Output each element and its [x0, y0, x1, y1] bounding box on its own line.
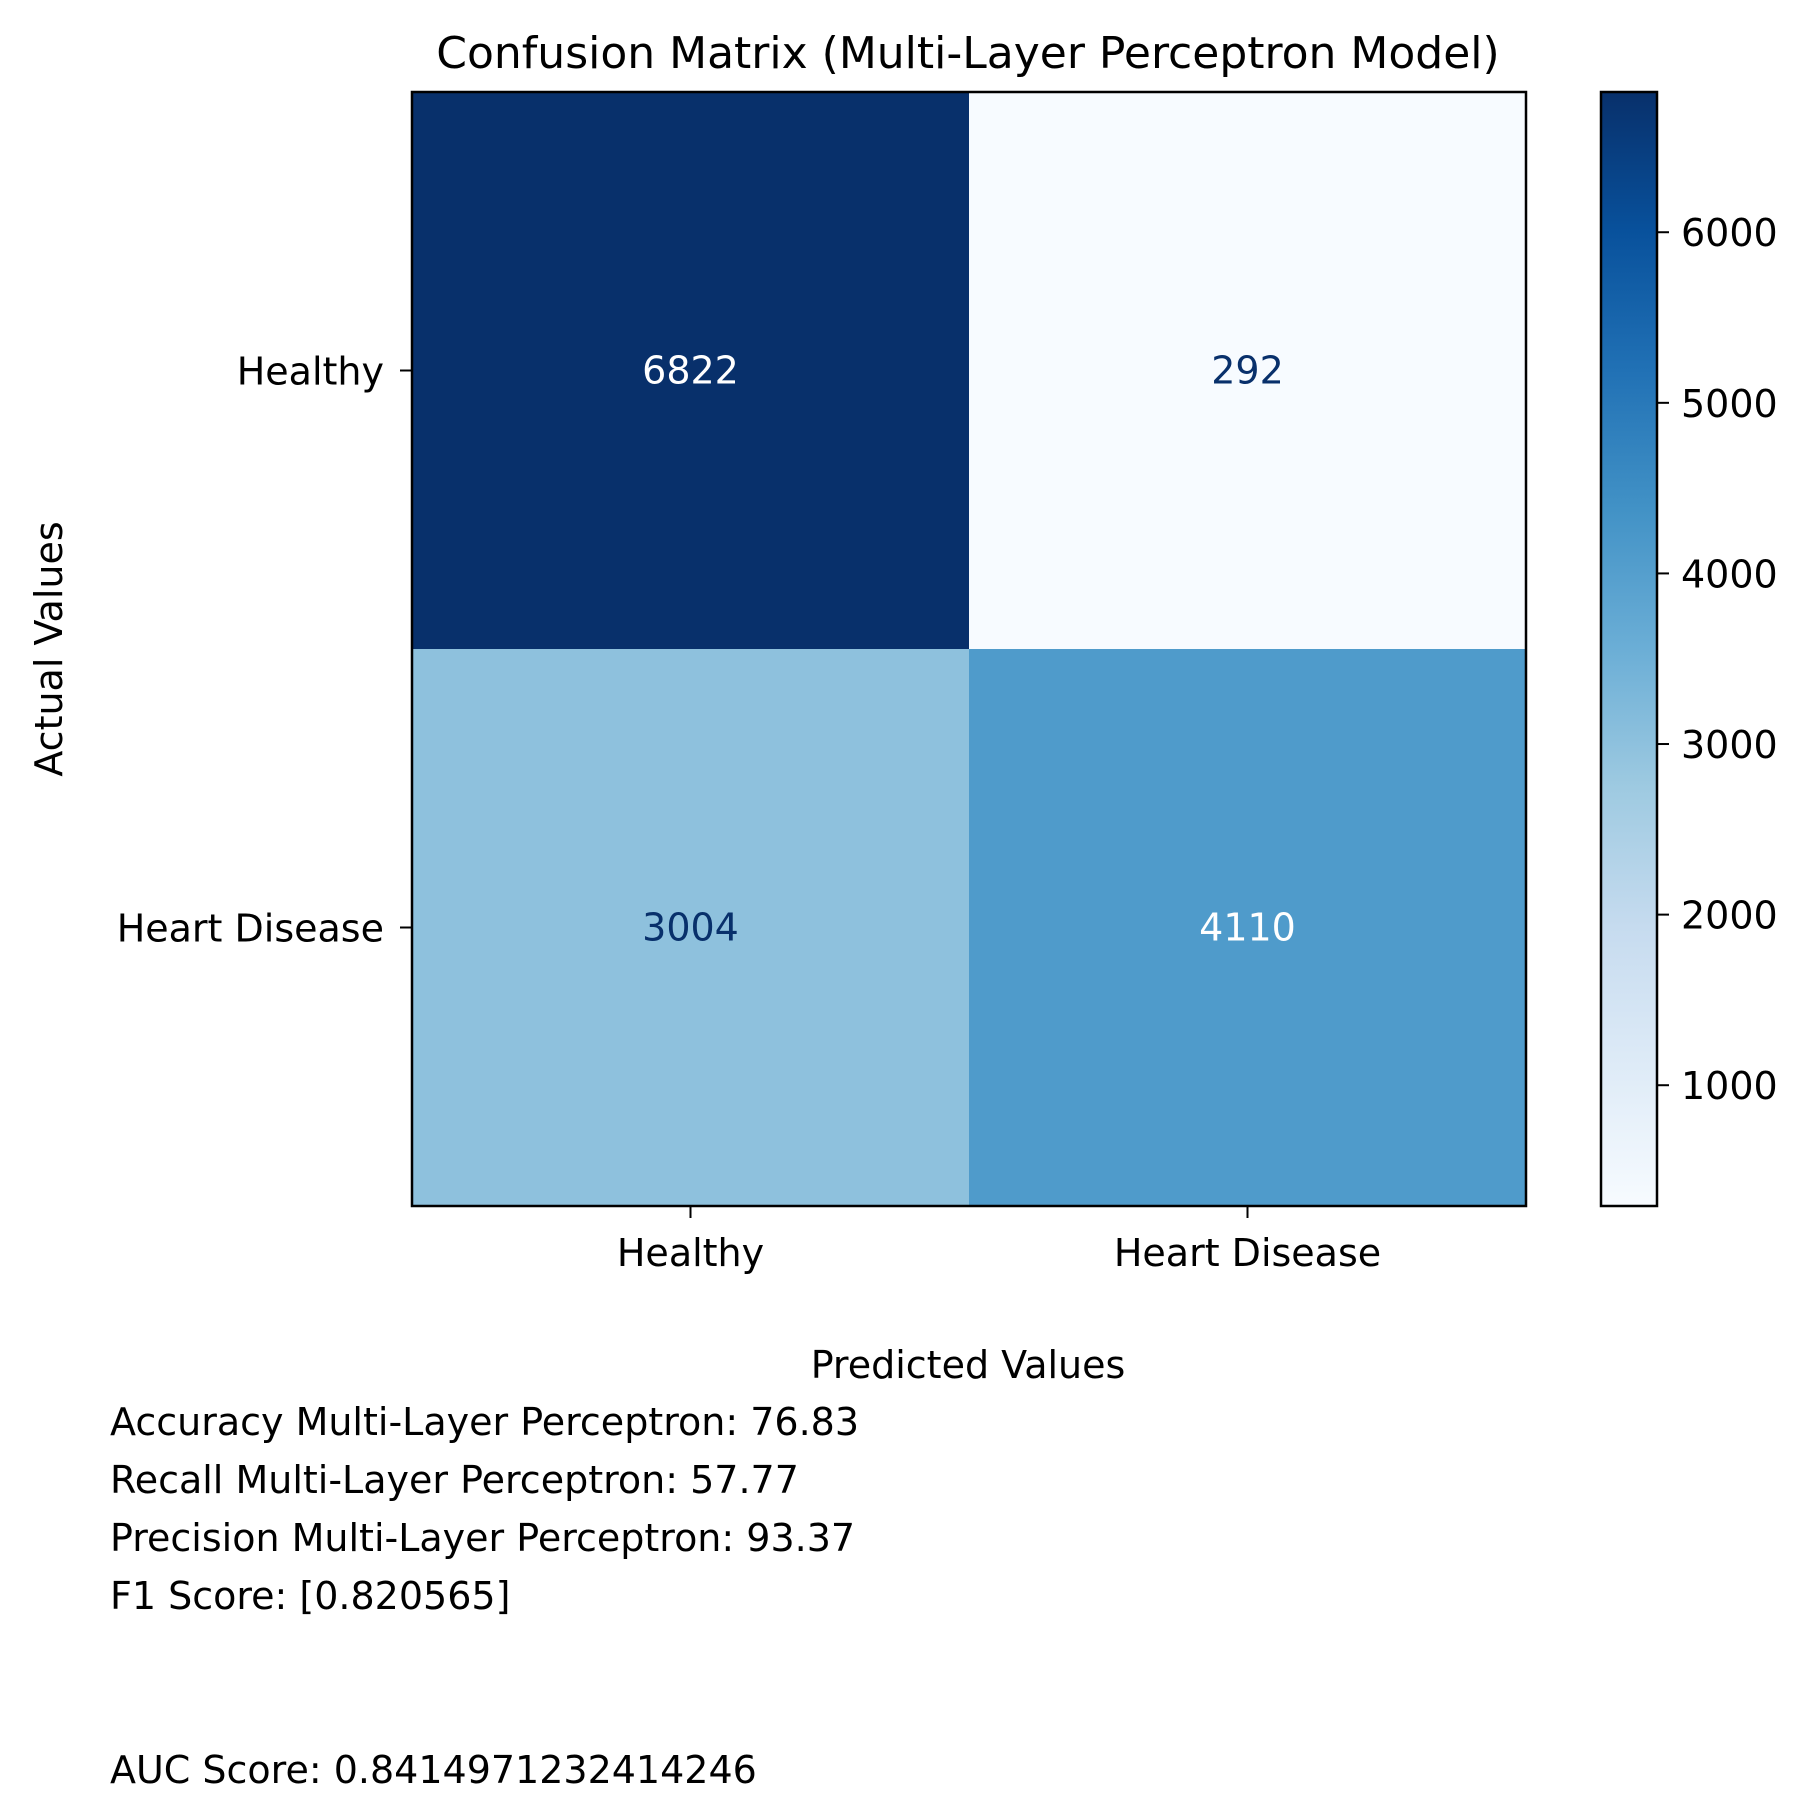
colorbar-tick-label: 3000: [1681, 723, 1778, 767]
cell-value-label: 4110: [1199, 906, 1296, 950]
cell-value-label: 6822: [642, 349, 739, 393]
x-tick-label: Healthy: [617, 1231, 764, 1275]
colorbar-tick-label: 2000: [1681, 894, 1778, 938]
matrix-cell: [412, 92, 970, 650]
x-tick-label: Heart Disease: [1114, 1231, 1381, 1275]
colorbar-tick-label: 1000: [1681, 1064, 1778, 1108]
x-axis-label: Predicted Values: [811, 1343, 1126, 1387]
y-tick-label: Healthy: [237, 350, 384, 394]
plot-frame: [410, 90, 1528, 1208]
matrix-cell: [969, 92, 1527, 650]
cell-value-label: 292: [1211, 349, 1284, 393]
metric-line: Recall Multi-Layer Perceptron: 57.77: [110, 1458, 799, 1502]
colorbar-ticks: 1000 2000 3000 4000 5000 6000: [1657, 211, 1778, 1108]
cell-value-label: 3004: [642, 906, 739, 950]
metric-line: Precision Multi-Layer Perceptron: 93.37: [110, 1516, 856, 1560]
y-axis-label: Actual Values: [27, 521, 71, 776]
colorbar-tick-label: 4000: [1681, 552, 1778, 596]
colorbar-tick-label: 5000: [1681, 382, 1778, 426]
matrix-cell: [969, 649, 1527, 1207]
colorbar: [1599, 90, 1659, 1208]
chart-title: Confusion Matrix (Multi-Layer Perceptron…: [436, 28, 1499, 79]
matrix-cell: [412, 649, 970, 1207]
metric-line: F1 Score: [0.820565]: [110, 1574, 511, 1618]
matrix-cells: [412, 92, 1527, 1207]
metric-line: Accuracy Multi-Layer Perceptron: 76.83: [110, 1400, 859, 1444]
metric-line: AUC Score: 0.8414971232414246: [110, 1748, 757, 1792]
colorbar-tick-label: 6000: [1681, 211, 1778, 255]
y-tick-label: Heart Disease: [117, 907, 384, 951]
matrix-value-labels: 6822 292 3004 4110: [642, 349, 1296, 950]
axis-ticks: Healthy Heart Disease Healthy Heart Disease: [117, 350, 1381, 1276]
